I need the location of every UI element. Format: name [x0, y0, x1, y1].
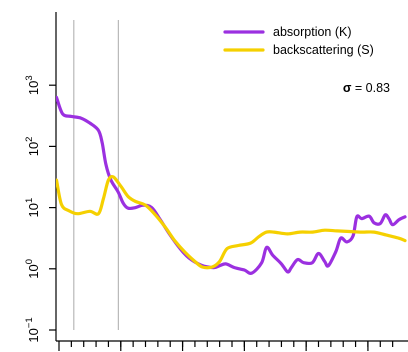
y-tick-label: 100: [24, 259, 41, 279]
reference-lines: [73, 20, 119, 330]
y-tick-label: 10−1: [24, 317, 41, 342]
y-axis-ticks: 10−1 100 101 102 103: [24, 75, 56, 343]
x-axis-ticks: [58, 341, 394, 351]
sigma-annotation: σ = 0.83: [343, 81, 390, 95]
y-tick-label: 103: [24, 75, 41, 95]
legend: absorption (K) backscattering (S): [223, 25, 374, 57]
sigma-value: = 0.83: [351, 81, 390, 95]
y-tick-label: 101: [24, 198, 41, 218]
legend-label-backscattering: backscattering (S): [273, 43, 374, 57]
series-line-absorption: [56, 95, 407, 275]
series-layer: [56, 95, 407, 275]
sigma-symbol: σ: [343, 81, 352, 95]
y-tick-label: 102: [24, 137, 41, 157]
legend-label-absorption: absorption (K): [273, 25, 352, 39]
series-line-backscattering: [56, 174, 407, 270]
